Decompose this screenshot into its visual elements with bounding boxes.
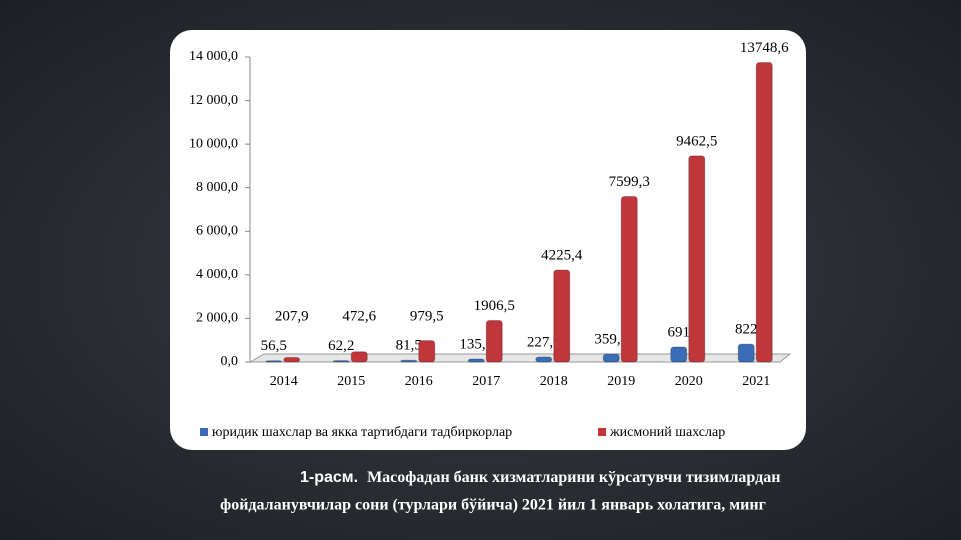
- value-label: 207,9: [275, 308, 309, 324]
- y-tick-label: 14 000,0: [189, 49, 238, 64]
- bar: [400, 359, 418, 363]
- x-tick-label: 2017: [472, 374, 500, 389]
- bar: [755, 61, 773, 363]
- chart-floor: [248, 353, 792, 363]
- value-label: 4225,4: [541, 247, 583, 263]
- value-label: 979,5: [410, 308, 444, 324]
- value-label: 9462,5: [676, 133, 717, 149]
- caption-line: фойдаланувчилар сони (турлари бўйича) 20…: [220, 497, 766, 514]
- bar: [485, 319, 503, 363]
- value-label: 56,5: [261, 338, 287, 354]
- bar: [265, 360, 283, 363]
- x-tick-label: 2019: [607, 374, 635, 389]
- caption: 1-расм. Масофадан банк хизматларини кўрс…: [300, 469, 780, 487]
- y-tick-label: 4 000,0: [196, 267, 238, 282]
- value-label: 1906,5: [474, 298, 515, 314]
- bar: [602, 353, 620, 363]
- caption-label: 1-расм.: [300, 469, 358, 486]
- y-tick-label: 8 000,0: [196, 180, 238, 195]
- value-label: 227,9: [527, 334, 561, 350]
- legend-swatch: [598, 428, 606, 436]
- legend-swatch: [200, 428, 208, 436]
- legend-label: жисмоний шахслар: [609, 425, 725, 440]
- bar: [737, 343, 755, 363]
- value-label: 81,5: [396, 338, 422, 354]
- value-label: 13748,6: [740, 40, 789, 56]
- value-label: 62,2: [328, 338, 354, 354]
- x-tick-label: 2018: [540, 374, 568, 389]
- x-tick-label: 2014: [270, 374, 298, 389]
- y-tick-label: 10 000,0: [189, 136, 238, 151]
- bar: [350, 351, 368, 363]
- legend-label: юридик шахслар ва якка тартибдаги тадбир…: [212, 425, 512, 440]
- bar: [553, 269, 571, 363]
- x-tick-label: 2021: [742, 374, 770, 389]
- bar: [283, 356, 301, 363]
- y-tick-label: 0,0: [221, 354, 239, 369]
- value-label: 472,6: [342, 308, 376, 324]
- y-tick-label: 12 000,0: [189, 93, 238, 108]
- chart-panel: [170, 30, 806, 450]
- bar: [670, 346, 688, 363]
- caption-line: Масофадан банк хизматларини кўрсатувчи т…: [367, 469, 780, 486]
- value-label: 135,6: [459, 336, 493, 352]
- x-tick-label: 2015: [337, 374, 365, 389]
- bar: [418, 340, 436, 363]
- x-tick-label: 2016: [405, 374, 433, 389]
- value-label: 359,8: [594, 332, 628, 348]
- value-label: 7599,3: [609, 174, 650, 190]
- value-label: 822: [735, 322, 758, 338]
- y-tick-label: 2 000,0: [196, 311, 238, 326]
- bar: [620, 195, 638, 363]
- value-label: 691: [668, 324, 691, 340]
- bar: [688, 155, 706, 363]
- x-tick-label: 2020: [675, 374, 703, 389]
- y-tick-label: 6 000,0: [196, 224, 238, 239]
- bar: [467, 358, 485, 363]
- bar: [332, 360, 350, 363]
- bar: [535, 356, 553, 363]
